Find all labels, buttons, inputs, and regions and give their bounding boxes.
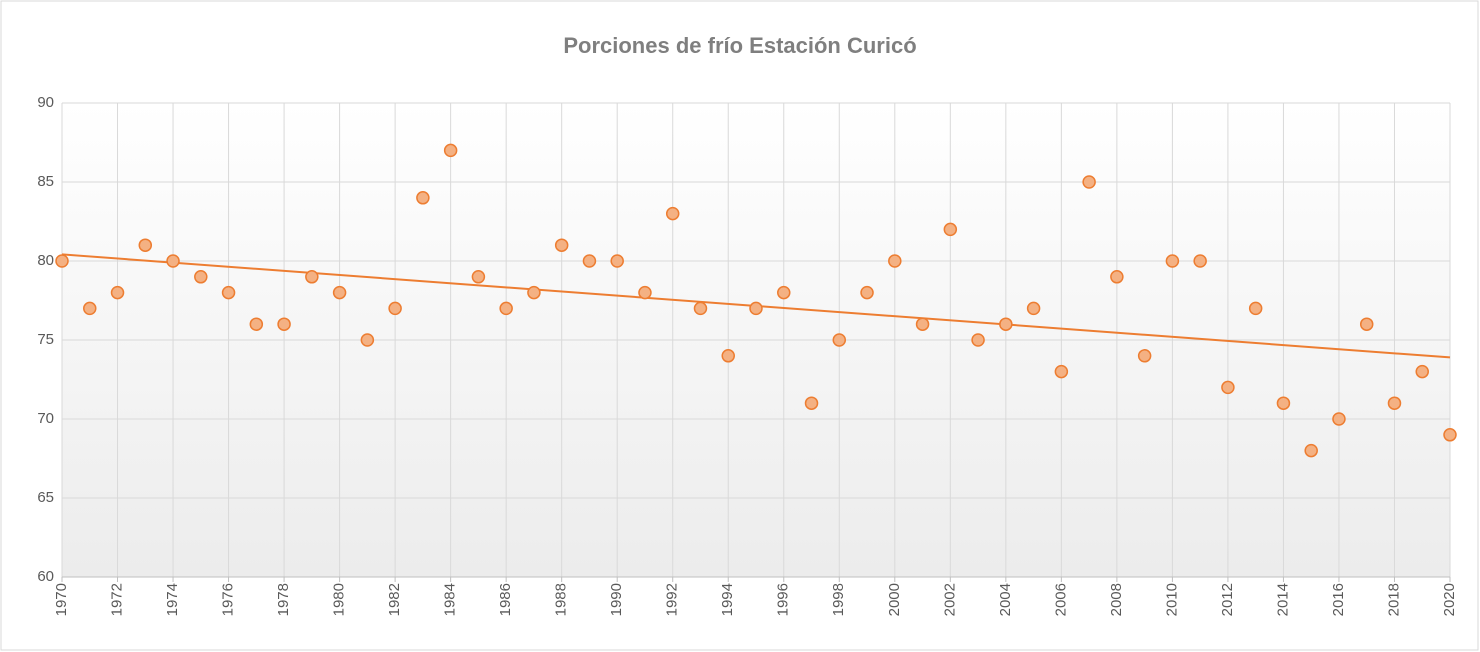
data-point — [249, 317, 264, 331]
x-tick-label: 1990 — [608, 583, 625, 616]
data-point — [1054, 364, 1069, 379]
data-point — [860, 285, 874, 300]
y-tick-label: 90 — [37, 94, 54, 111]
data-point — [888, 254, 902, 268]
x-tick-label: 2008 — [1108, 583, 1125, 616]
data-point — [1332, 412, 1346, 426]
data-point — [749, 301, 763, 316]
x-tick-label: 1974 — [164, 583, 181, 616]
data-point — [638, 285, 652, 300]
x-tick-label: 1978 — [275, 583, 292, 616]
chart-title: Porciones de frío Estación Curicó — [563, 33, 916, 58]
data-point — [83, 301, 97, 316]
data-point — [971, 333, 985, 347]
data-point — [110, 285, 125, 300]
y-tick-label: 85 — [37, 173, 54, 190]
data-point — [610, 254, 624, 268]
data-point — [582, 254, 597, 268]
data-point — [1026, 301, 1041, 316]
data-point — [221, 285, 236, 300]
data-point — [1248, 301, 1263, 316]
data-point — [416, 191, 430, 205]
data-point — [1221, 380, 1235, 395]
data-point — [943, 222, 958, 237]
x-tick-label: 1976 — [220, 583, 237, 616]
data-point — [777, 285, 791, 300]
data-point — [388, 301, 402, 316]
x-tick-label: 1984 — [442, 583, 459, 616]
x-tick-label: 1988 — [553, 583, 570, 616]
x-tick-label: 2010 — [1163, 583, 1180, 616]
y-tick-label: 60 — [37, 568, 54, 585]
data-point — [471, 270, 486, 284]
data-point — [1304, 443, 1318, 458]
y-tick-label: 75 — [37, 331, 54, 348]
data-point — [1443, 428, 1457, 442]
x-tick-label: 1980 — [331, 583, 348, 616]
data-point — [1387, 396, 1402, 410]
data-point — [804, 396, 819, 410]
data-point — [554, 238, 569, 252]
x-tick-label: 1994 — [719, 583, 736, 616]
data-point — [1359, 317, 1374, 331]
data-point — [1165, 254, 1180, 268]
data-point — [1082, 175, 1096, 189]
data-point — [138, 238, 153, 252]
x-tick-label: 2020 — [1441, 583, 1458, 616]
data-point — [999, 317, 1013, 331]
x-tick-label: 2000 — [886, 583, 903, 616]
data-point — [305, 270, 319, 284]
y-tick-label: 70 — [37, 410, 54, 427]
x-tick-label: 1986 — [497, 583, 514, 616]
data-point — [1110, 270, 1124, 284]
data-point — [693, 301, 708, 316]
data-point — [721, 349, 735, 363]
data-point — [832, 333, 847, 347]
data-point — [527, 285, 541, 300]
data-point — [499, 301, 513, 316]
data-point — [443, 143, 458, 158]
x-tick-label: 1992 — [664, 583, 681, 616]
data-point — [1276, 396, 1291, 410]
x-tick-label: 2012 — [1219, 583, 1236, 616]
data-point — [194, 270, 208, 284]
data-point — [1137, 349, 1152, 363]
x-tick-label: 1982 — [386, 583, 403, 616]
data-point — [1193, 254, 1207, 268]
x-tick-label: 2016 — [1330, 583, 1347, 616]
data-point — [1415, 364, 1429, 379]
x-tick-label: 2006 — [1052, 583, 1069, 616]
x-tick-label: 1970 — [53, 583, 70, 616]
x-tick-label: 2018 — [1385, 583, 1402, 616]
data-point — [915, 317, 930, 331]
y-tick-label: 65 — [37, 489, 54, 506]
x-tick-label: 2002 — [941, 583, 958, 616]
y-tick-label: 80 — [37, 252, 54, 269]
x-tick-label: 2014 — [1274, 583, 1291, 616]
x-tick-label: 1998 — [830, 583, 847, 616]
x-tick-label: 2004 — [997, 583, 1014, 616]
data-point — [55, 254, 69, 268]
x-tick-label: 1972 — [108, 583, 125, 616]
data-point — [166, 254, 180, 268]
x-tick-label: 1996 — [775, 583, 792, 616]
data-point — [332, 285, 347, 300]
data-point — [277, 317, 291, 331]
data-point — [665, 206, 680, 221]
data-point — [360, 333, 375, 347]
